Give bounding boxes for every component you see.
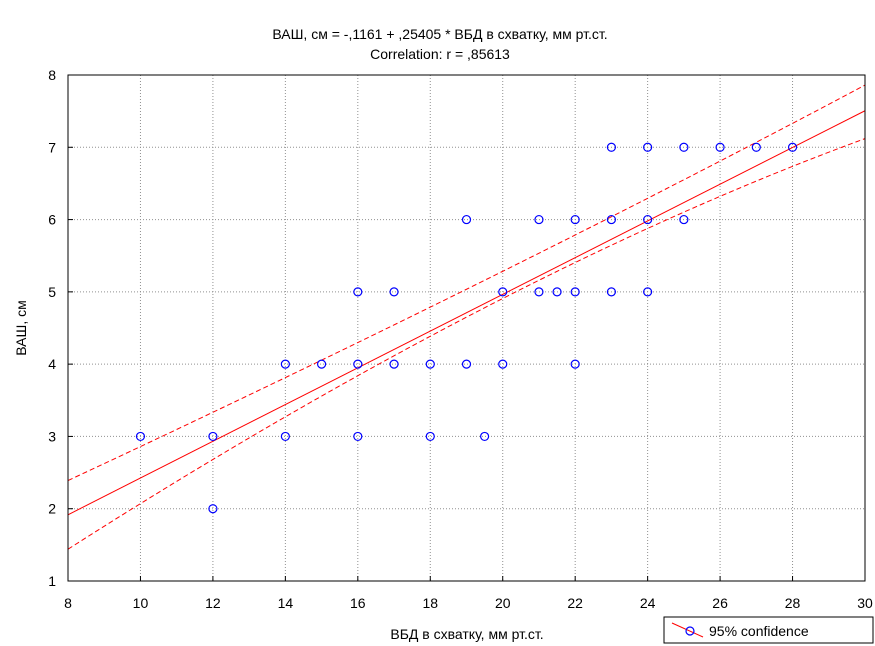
x-tick-label: 16 xyxy=(350,595,366,611)
data-point xyxy=(353,287,363,297)
data-point xyxy=(570,287,580,297)
x-tick-label: 18 xyxy=(422,595,438,611)
data-point xyxy=(787,142,798,152)
y-tick-label: 6 xyxy=(48,212,56,228)
data-point xyxy=(280,359,290,369)
data-point xyxy=(643,287,653,297)
data-point xyxy=(498,287,508,297)
data-point xyxy=(679,214,689,225)
data-point xyxy=(534,287,544,297)
data-point xyxy=(570,214,580,225)
x-tick-label: 28 xyxy=(785,595,801,611)
x-axis-label: ВБД в схватку, мм рт.ст. xyxy=(390,626,543,642)
x-tick-label: 30 xyxy=(857,595,873,611)
y-tick-label: 3 xyxy=(48,428,56,444)
y-tick-label: 4 xyxy=(48,356,56,372)
data-point xyxy=(534,214,544,225)
data-point xyxy=(751,142,761,152)
chart-subtitle: Correlation: r = ,85613 xyxy=(370,46,510,62)
x-tick-label: 10 xyxy=(133,595,149,611)
data-point xyxy=(461,359,472,369)
regression-line-group xyxy=(67,110,866,516)
data-point xyxy=(208,431,218,442)
y-tick-label: 8 xyxy=(48,67,56,83)
legend-line-swatch xyxy=(671,622,704,638)
x-tick-label: 24 xyxy=(640,595,656,611)
grid-lines xyxy=(68,75,865,581)
chart-title: ВАШ, см = -,1161 + ,25405 * ВБД в схватк… xyxy=(272,26,607,42)
legend-box xyxy=(663,616,874,644)
legend-point-swatch xyxy=(685,626,695,636)
y-tick-label: 2 xyxy=(48,501,56,517)
data-point xyxy=(135,431,146,442)
confidence-band xyxy=(67,84,866,550)
x-tick-label: 22 xyxy=(567,595,583,611)
data-points xyxy=(135,142,798,514)
x-tick-label: 12 xyxy=(205,595,221,611)
y-axis-label: ВАШ, см xyxy=(13,300,29,355)
confidence-lower-line xyxy=(67,138,866,550)
y-tick-label: 7 xyxy=(48,139,56,155)
data-point xyxy=(643,214,653,225)
data-point xyxy=(606,287,617,297)
data-point xyxy=(389,359,399,369)
x-tick-label: 8 xyxy=(64,595,72,611)
legend-label: 95% confidence xyxy=(709,623,809,639)
x-tick-label: 14 xyxy=(278,595,294,611)
legend: 95% confidence xyxy=(663,616,874,644)
y-axis-ticks: 1 2 3 4 5 6 7 8 xyxy=(48,67,73,589)
x-tick-label: 20 xyxy=(495,595,511,611)
data-point xyxy=(715,142,725,152)
data-point xyxy=(389,287,399,297)
x-tick-label: 26 xyxy=(712,595,728,611)
data-point xyxy=(461,214,472,225)
data-point xyxy=(208,504,218,514)
y-tick-label: 1 xyxy=(48,573,56,589)
data-point xyxy=(679,142,689,152)
data-point xyxy=(606,214,617,225)
data-point xyxy=(498,359,508,369)
data-point xyxy=(353,431,363,442)
data-point xyxy=(425,431,435,442)
data-point xyxy=(425,359,435,369)
x-axis-ticks: 8 10 12 14 16 18 20 22 24 26 28 30 xyxy=(64,576,873,611)
confidence-upper-line xyxy=(67,84,866,481)
data-point xyxy=(643,142,653,152)
plot-frame xyxy=(67,74,866,582)
data-point xyxy=(606,142,617,152)
y-tick-label: 5 xyxy=(48,284,56,300)
data-point xyxy=(353,359,363,369)
data-point xyxy=(316,359,327,369)
data-point xyxy=(552,287,562,297)
data-point xyxy=(480,431,490,442)
data-point xyxy=(280,431,290,442)
data-point xyxy=(570,359,580,369)
regression-line xyxy=(67,110,866,516)
